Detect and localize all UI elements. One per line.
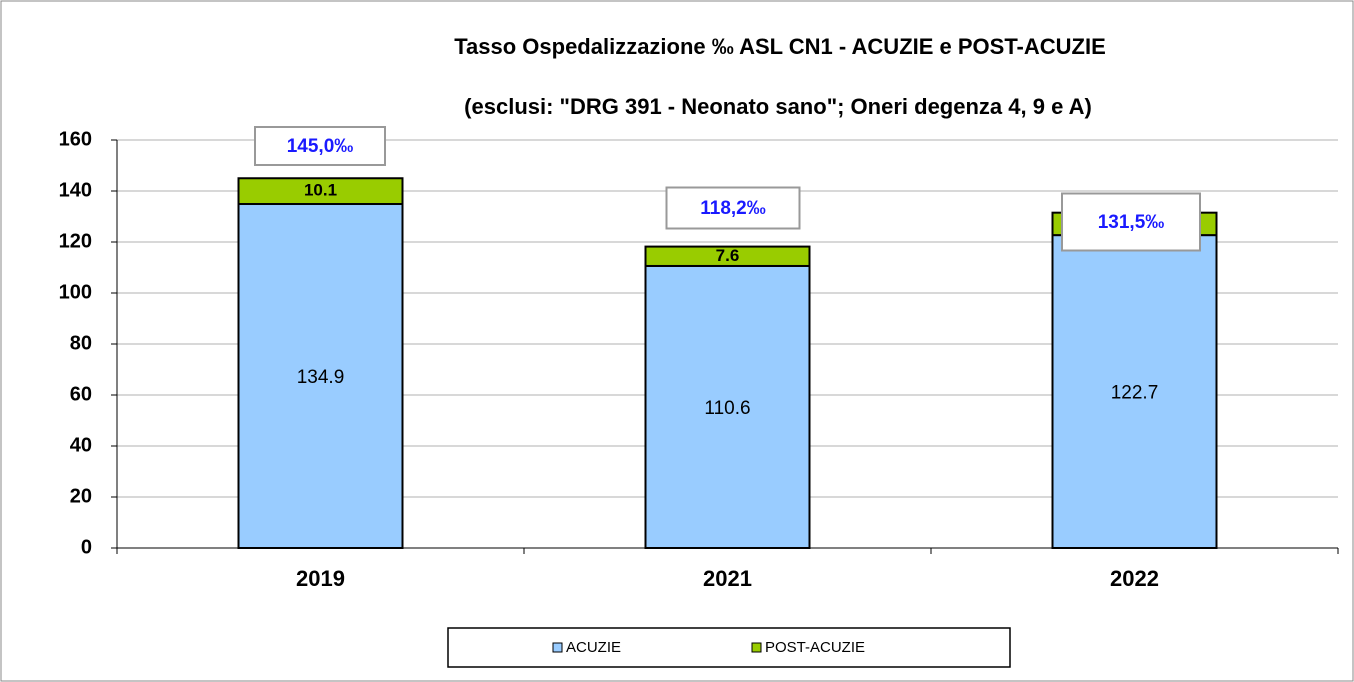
data-label: 134.9 <box>297 367 345 388</box>
data-label: 10.1 <box>304 181 337 200</box>
data-label: 110.6 <box>704 398 750 419</box>
chart-subtitle: (esclusi: "DRG 391 - Neonato sano"; Oner… <box>464 94 1092 119</box>
x-tick-label: 2019 <box>296 566 345 591</box>
data-label: 7.6 <box>716 246 740 265</box>
y-tick-label: 40 <box>70 434 92 456</box>
legend-box <box>447 627 1011 668</box>
y-tick-label: 0 <box>81 536 92 558</box>
data-label: 122.7 <box>1111 383 1159 404</box>
bar-segment <box>237 203 404 549</box>
legend-label: POST-ACUZIE <box>765 639 865 656</box>
y-tick-label: 140 <box>59 179 92 201</box>
bar-segment <box>644 245 811 267</box>
y-tick-label: 60 <box>70 383 92 405</box>
chart-title: Tasso Ospedalizzazione ‰ ASL CN1 - ACUZI… <box>454 34 1106 59</box>
legend-label: ACUZIE <box>566 639 621 656</box>
x-tick-label: 2022 <box>1110 566 1159 591</box>
y-tick-label: 120 <box>59 230 92 252</box>
total-label: 145,0‰ <box>287 136 354 157</box>
y-tick-label: 20 <box>70 485 92 507</box>
y-tick-label: 80 <box>70 332 92 354</box>
total-box <box>254 126 386 166</box>
bar-segment <box>1051 234 1218 550</box>
total-label: 131,5‰ <box>1098 212 1165 233</box>
total-box <box>665 186 801 230</box>
legend-swatch <box>552 642 563 653</box>
x-tick-label: 2021 <box>703 566 752 591</box>
bar-segment <box>644 264 811 549</box>
bar-segment <box>237 177 404 206</box>
y-tick-label: 100 <box>59 281 92 303</box>
legend-swatch <box>751 642 762 653</box>
y-tick-label: 160 <box>59 128 92 150</box>
total-label: 118,2‰ <box>700 198 766 219</box>
total-box <box>1061 192 1201 252</box>
